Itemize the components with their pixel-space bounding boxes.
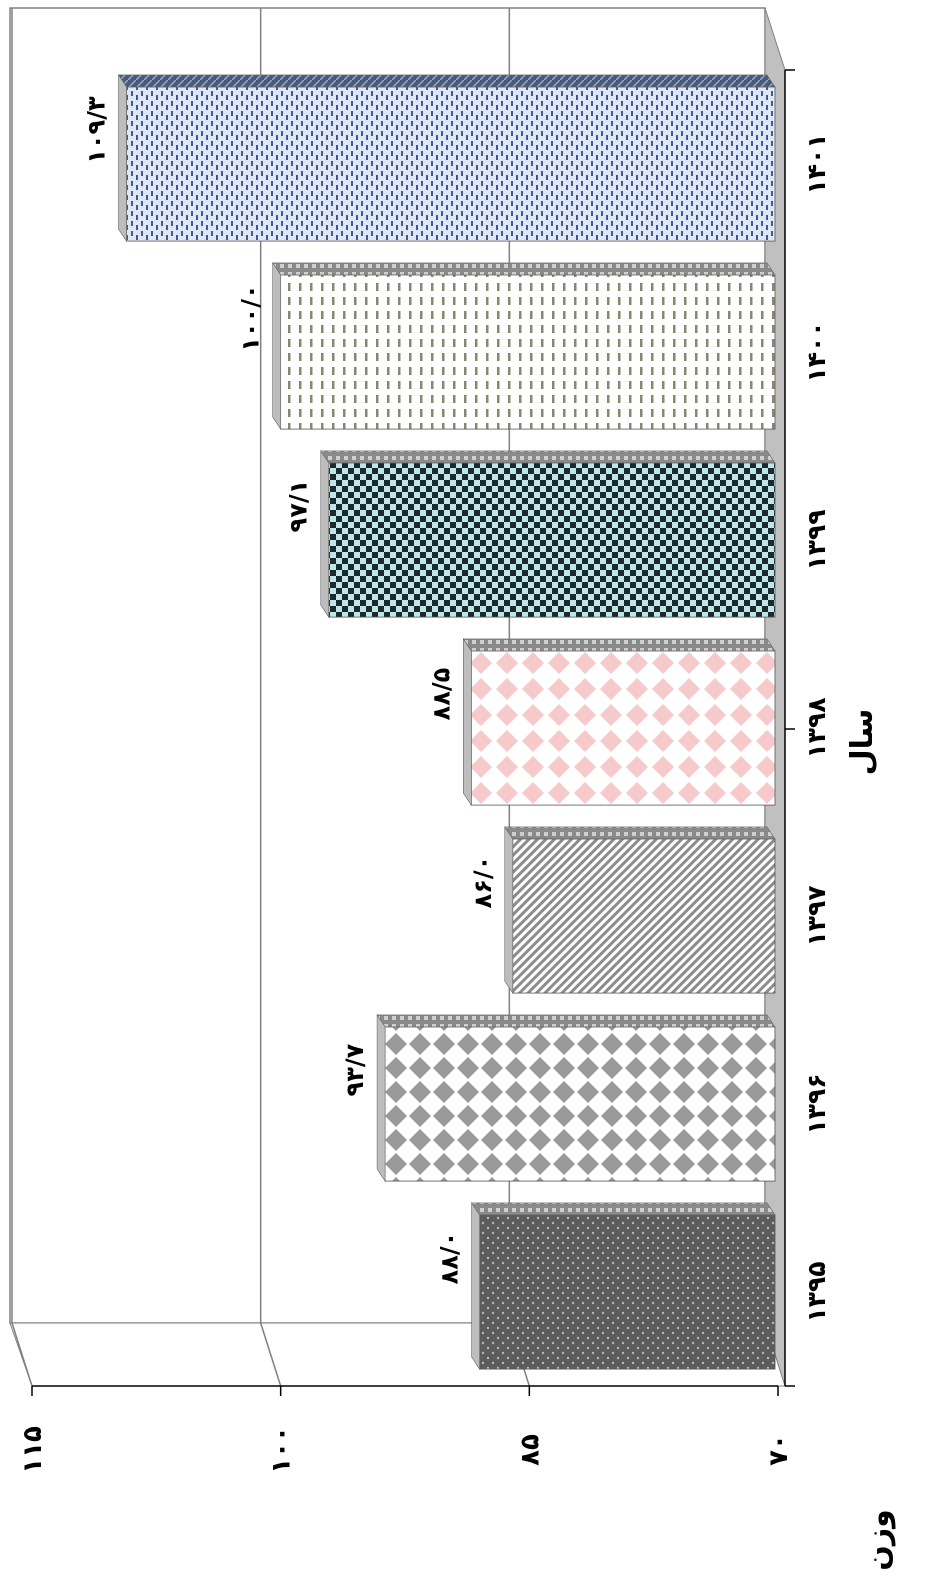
bar (462, 637, 776, 807)
bar-top (462, 638, 776, 652)
bar (320, 449, 776, 619)
gridline-depth (11, 1322, 33, 1387)
bar (471, 1201, 776, 1371)
bar-side (272, 261, 281, 431)
gridline-depth (259, 1322, 282, 1387)
bar (272, 261, 776, 431)
data-label: ۹۷/۱ (285, 480, 313, 533)
bar-side (376, 1013, 386, 1183)
bar-side (118, 73, 127, 243)
x-tick-label: ۱۴۰۱ (802, 133, 831, 194)
data-label: ۱۰۰/۰ (237, 284, 265, 351)
x-tick-label: ۱۳۹۹ (802, 509, 831, 570)
bar (117, 73, 776, 243)
data-label: ۱۰۹/۳ (82, 96, 110, 164)
bar-front (280, 274, 776, 430)
x-tick-label: ۱۳۹۶ (802, 1073, 831, 1134)
bar-front (384, 1026, 776, 1182)
bar-front (470, 650, 776, 806)
data-labels: ۱۰۹/۳ ۱۰۰/۰ ۹۷/۱ ۸۸/۵ ۸۶/۰ ۹۳/۷ ۸۸/۰ (82, 96, 496, 1284)
bar-side (471, 1201, 480, 1371)
data-label: ۸۸/۰ (436, 1232, 464, 1285)
x-tick-label: ۱۳۹۷ (802, 885, 831, 946)
bar-top (272, 262, 776, 276)
data-label: ۸۸/۵ (427, 668, 455, 721)
bar-side (463, 637, 472, 807)
x-tick-label: ۱۳۹۸ (802, 697, 831, 758)
bar-front (479, 1214, 776, 1370)
category-axis: ۱۴۰۱ ۱۴۰۰ ۱۳۹۹ ۱۳۹۸ ۱۳۹۷ ۱۳۹۶ ۱۳۹۵ (784, 69, 831, 1387)
y-tick-label: ۷۰ (764, 1434, 794, 1466)
bar-top (117, 74, 776, 88)
y-tick-label: ۸۵ (515, 1434, 545, 1466)
bar (376, 1013, 776, 1183)
bar-top (471, 1202, 776, 1216)
bar-top (376, 1014, 776, 1028)
data-label: ۹۳/۷ (341, 1043, 369, 1096)
x-tick-label: ۱۴۰۰ (802, 321, 831, 382)
value-axis: ۷۰ ۸۵ ۱۰۰ ۱۱۵ (18, 1385, 794, 1474)
y-axis-title: وزن (861, 1509, 896, 1571)
bar-front (512, 838, 776, 994)
bar-front (126, 86, 776, 242)
x-tick-label: ۱۳۹۵ (802, 1261, 831, 1322)
bar-top (320, 450, 776, 464)
bar-top (504, 826, 776, 840)
y-tick-label: ۱۱۵ (18, 1426, 48, 1474)
y-tick-label: ۱۰۰ (267, 1426, 297, 1474)
data-label: ۸۶/۰ (469, 856, 497, 909)
bar (504, 825, 776, 995)
bar-front (328, 462, 776, 618)
x-axis-title: سال (845, 709, 880, 776)
bar-side (320, 449, 330, 619)
bars (117, 73, 776, 1371)
bar-side (504, 825, 514, 995)
